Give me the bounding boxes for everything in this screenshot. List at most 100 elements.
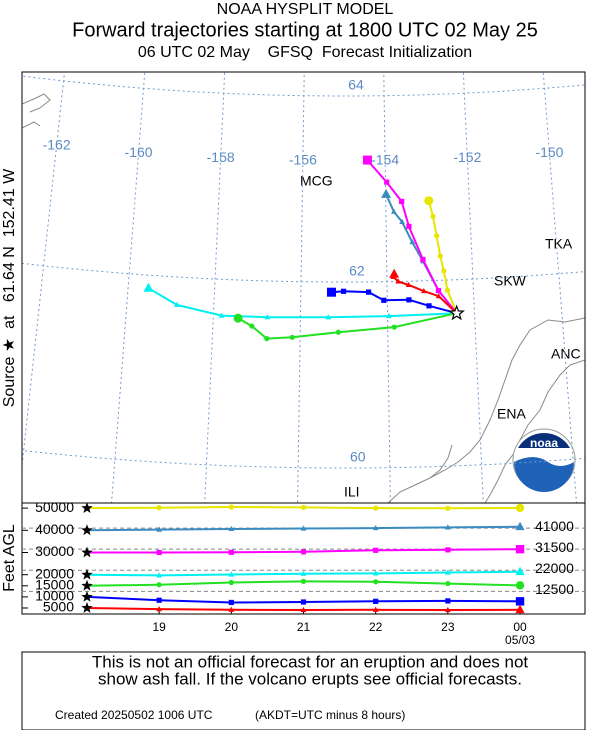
marker [228,504,234,510]
marker [373,505,379,511]
coast [387,317,585,503]
place-label: ILI [344,484,360,500]
marker [300,549,307,555]
marker [381,188,392,198]
marker [435,288,442,294]
marker [381,297,387,303]
marker [391,208,397,214]
start-star [81,602,93,613]
marker [385,312,392,319]
title: NOAA HYSPLIT MODEL [217,1,394,18]
y-tick-label: 5000 [43,599,74,615]
meridian [383,72,391,503]
marker [445,505,451,511]
marker [515,566,525,576]
marker [228,579,234,586]
marker [325,314,332,320]
x-tick-label: 23 [441,620,455,634]
y-tick-label: 40000 [35,521,74,537]
y-tick-label: 20000 [35,565,74,581]
logo-text: noaa [530,436,558,450]
marker [373,547,379,553]
marker [233,313,243,323]
marker [444,287,451,293]
timezone: (AKDT=UTC minus 8 hours) [255,708,405,722]
source-star [448,304,465,321]
logo: noaa [512,428,576,492]
meridian [110,72,146,503]
subtitle: Forward trajectories starting at 1800 UT… [72,19,538,41]
marker [399,218,405,224]
marker [444,524,451,530]
marker [156,505,162,511]
logo-wave [514,457,574,492]
marker [340,288,347,294]
marker [300,599,307,605]
marker [228,606,235,612]
trajectory [366,159,458,314]
place-label: ANC [551,346,581,362]
lat-label: 62 [349,263,365,279]
start-star [81,579,93,591]
marker [300,606,307,613]
marker [424,196,434,206]
y-axis-label: Feet AGL [1,524,18,592]
marker [515,544,525,554]
marker [156,605,163,612]
disclaimer: This is not an official forecast for an … [92,652,529,671]
marker [228,571,235,577]
marker [406,297,412,303]
marker [515,604,525,614]
marker [372,524,379,531]
y-tick-label: 50000 [35,499,74,515]
marker [264,314,271,320]
marker [384,179,390,185]
marker [373,579,379,585]
marker [420,287,427,294]
marker [430,213,436,219]
marker [228,599,234,606]
marker [395,278,402,284]
source-label: Source ★ at 61.64 N 152.41 W [1,168,18,407]
marker [435,293,442,299]
y-tick-label: 10000 [35,588,74,604]
marker [389,268,400,278]
marker [445,580,451,587]
parallel [22,450,585,469]
marker [405,281,412,288]
marker [218,312,225,318]
marker [156,582,162,588]
coast [22,121,41,129]
y2-tick-label: 31500 [535,539,574,555]
lat-label: 64 [348,77,364,93]
marker [300,504,307,511]
marker [300,525,307,531]
lon-label: -162 [43,136,71,152]
marker [156,526,163,532]
marker [174,301,180,308]
x-tick-label: 21 [297,620,311,634]
start-star [81,524,93,536]
marker [264,336,270,342]
lon-label: -154 [371,151,399,167]
marker [156,549,162,556]
marker [372,570,379,576]
marker [515,503,525,513]
marker [372,606,379,612]
marker [444,606,451,613]
lon-label: -156 [289,151,317,167]
marker [434,233,440,239]
lon-label: -152 [453,149,481,165]
place-label: MCG [300,173,333,189]
coast [429,444,453,479]
start-star [81,546,93,558]
lat-label: 60 [350,449,366,465]
map: MCG TKA SKW ANC ENA ILI noaa -162 -160 -15… [22,72,585,503]
start-star [81,502,93,513]
marker [437,253,443,259]
start-star [81,590,93,602]
marker [373,598,379,604]
initialization: 06 UTC 02 May GFSQ Forecast Initializati… [138,44,472,61]
